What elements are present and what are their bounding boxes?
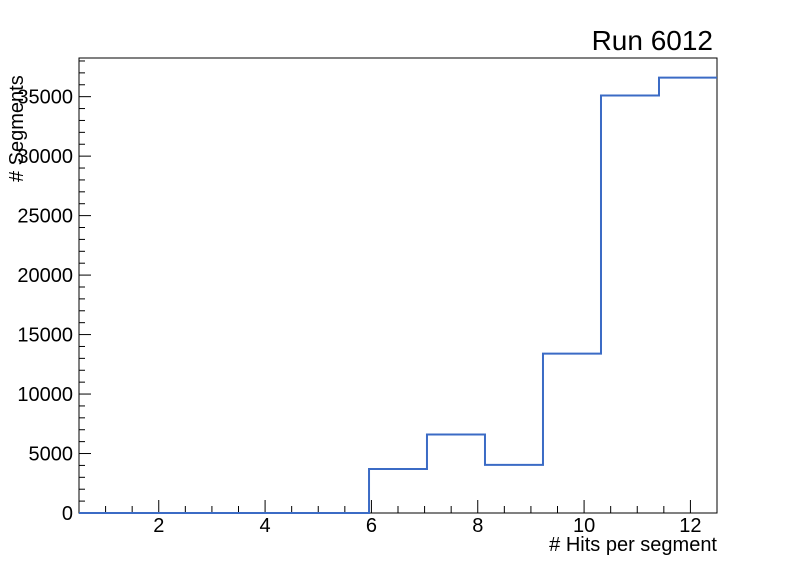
histogram-step-line — [79, 76, 717, 514]
y-tick-label: 5000 — [29, 444, 74, 466]
y-tick-label: 30000 — [17, 146, 73, 168]
y-tick-label: 25000 — [17, 206, 73, 228]
y-tick-label: 0 — [62, 503, 73, 525]
y-tick-label: 15000 — [17, 325, 73, 347]
x-tick-label: 6 — [366, 515, 377, 537]
y-tick-label: 10000 — [17, 384, 73, 406]
x-tick-label: 12 — [679, 515, 701, 537]
y-tick-label: 20000 — [17, 265, 73, 287]
x-tick-label: 8 — [472, 515, 483, 537]
y-tick-label: 35000 — [17, 87, 73, 109]
x-tick-label: 2 — [153, 515, 164, 537]
x-tick-label: 4 — [260, 515, 271, 537]
plot-frame — [78, 57, 718, 514]
y-axis-title: # Segments — [6, 75, 28, 182]
chart-title: Run 6012 — [591, 25, 713, 56]
x-axis-title: # Hits per segment — [549, 534, 717, 556]
x-tick-label: 10 — [573, 515, 595, 537]
